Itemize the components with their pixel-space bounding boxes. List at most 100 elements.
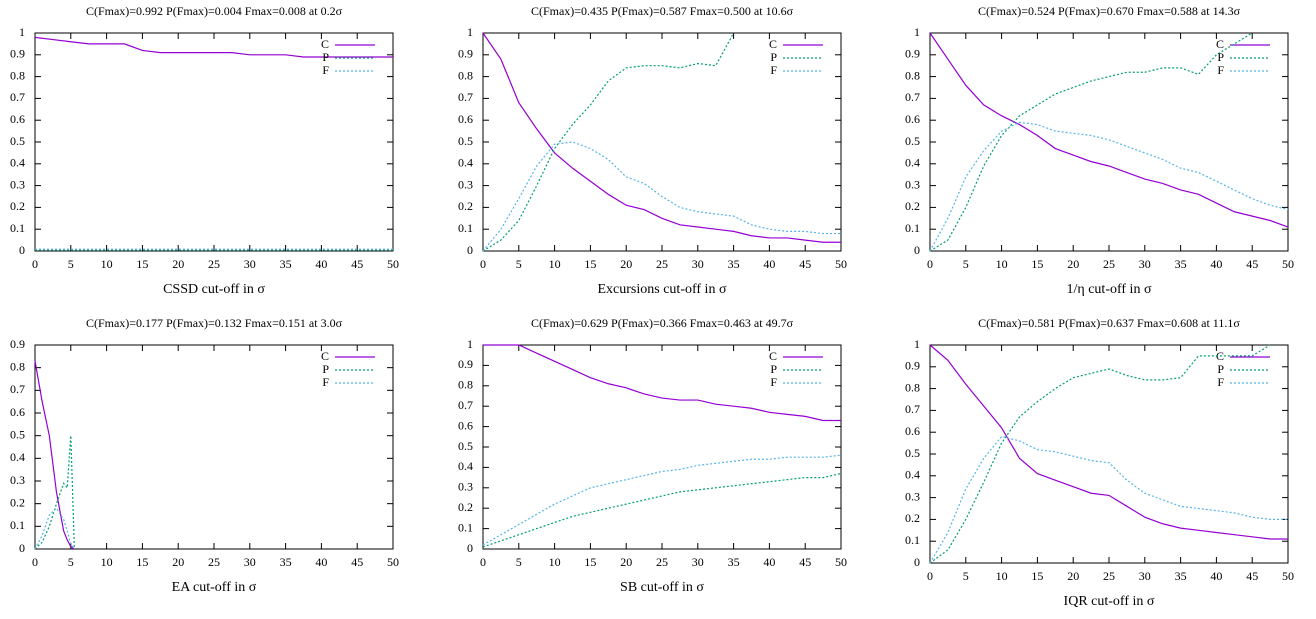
x-tick-label: 5 [963,257,969,271]
y-tick-label: 0.9 [458,357,473,371]
y-tick-label: 0.1 [10,518,25,532]
chart-title: C(Fmax)=0.629 P(Fmax)=0.366 Fmax=0.463 a… [531,316,794,330]
y-tick-label: 0.2 [10,199,25,213]
plot-frame [929,344,1289,564]
x-tick-label: 15 [136,257,148,271]
legend-label: F [770,375,777,389]
y-tick-label: 0.6 [905,112,920,126]
chart: C(Fmax)=0.524 P(Fmax)=0.670 Fmax=0.588 a… [905,4,1294,297]
x-tick-label: 5 [963,569,969,583]
y-tick-label: 0.7 [905,402,920,416]
legend-label: C [769,349,777,363]
y-tick-label: 1 [914,25,920,39]
x-tick-label: 5 [68,555,74,569]
x-tick-label: 20 [172,555,184,569]
x-tick-label: 45 [799,257,811,271]
legend-label: C [321,349,329,363]
x-tick-label: 0 [927,569,933,583]
x-tick-label: 15 [136,555,148,569]
y-tick-label: 0.7 [458,90,473,104]
chart-title: C(Fmax)=0.177 P(Fmax)=0.132 Fmax=0.151 a… [86,316,343,330]
x-tick-label: 10 [101,555,113,569]
y-tick-label: 0.5 [905,446,920,460]
chart: C(Fmax)=0.629 P(Fmax)=0.366 Fmax=0.463 a… [458,316,847,595]
x-tick-label: 25 [208,555,220,569]
x-tick-label: 10 [996,569,1008,583]
x-tick-label: 30 [244,555,256,569]
x-tick-label: 30 [244,257,256,271]
y-tick-label: 0.4 [458,156,473,170]
series-line [34,360,75,550]
x-tick-label: 15 [1031,257,1043,271]
legend-label: F [1217,375,1224,389]
y-tick-label: 0.6 [905,424,920,438]
y-tick-label: 0.2 [10,495,25,509]
x-tick-label: 35 [728,555,740,569]
y-tick-label: 0.6 [10,112,25,126]
x-tick-label: 35 [728,257,740,271]
x-tick-label: 30 [1139,569,1151,583]
y-tick-label: 0.8 [10,68,25,82]
y-tick-label: 0.6 [458,418,473,432]
y-tick-label: 0.3 [10,473,25,487]
x-axis-label: EA cut-off in σ [172,580,257,595]
y-tick-label: 0.8 [10,359,25,373]
x-tick-label: 20 [1067,257,1079,271]
x-tick-label: 0 [927,257,933,271]
y-tick-label: 0.4 [458,459,473,473]
y-tick-label: 0.6 [10,405,25,419]
x-tick-label: 25 [1103,257,1115,271]
x-tick-label: 0 [480,257,486,271]
x-tick-label: 20 [172,257,184,271]
legend-label: C [1216,37,1224,51]
legend-label: C [321,37,329,51]
x-axis-label: 1/η cut-off in σ [1067,282,1152,297]
y-tick-label: 0.3 [905,489,920,503]
x-tick-label: 5 [68,257,74,271]
x-tick-label: 45 [799,555,811,569]
legend-label: C [769,37,777,51]
y-tick-label: 0.3 [458,480,473,494]
y-tick-label: 0 [914,555,920,569]
x-tick-label: 35 [1175,257,1187,271]
x-tick-label: 0 [480,555,486,569]
series-line [929,32,1253,252]
y-tick-label: 1 [467,337,473,351]
legend-label: P [770,362,777,376]
legend-label: P [322,50,329,64]
x-tick-label: 20 [1067,569,1079,583]
x-tick-label: 10 [101,257,113,271]
y-tick-label: 0.7 [10,382,25,396]
series-line [929,344,1288,540]
series-line [929,121,1289,252]
x-tick-label: 50 [835,555,847,569]
chart: C(Fmax)=0.435 P(Fmax)=0.587 Fmax=0.500 a… [458,4,847,297]
x-tick-label: 35 [280,257,292,271]
x-tick-label: 0 [32,555,38,569]
x-axis-label: SB cut-off in σ [620,580,704,595]
x-tick-label: 45 [1246,569,1258,583]
y-tick-label: 0.5 [458,134,473,148]
chart-title: C(Fmax)=0.524 P(Fmax)=0.670 Fmax=0.588 a… [978,4,1241,18]
x-tick-label: 30 [1139,257,1151,271]
x-tick-label: 50 [387,555,399,569]
y-tick-label: 0.4 [905,468,920,482]
y-tick-label: 0.5 [10,427,25,441]
y-tick-label: 0.9 [10,337,25,351]
chart: C(Fmax)=0.581 P(Fmax)=0.637 Fmax=0.608 a… [905,316,1294,609]
plot-frame [34,32,394,252]
x-tick-label: 35 [1175,569,1187,583]
y-tick-label: 0.9 [905,47,920,61]
y-tick-label: 0.7 [10,90,25,104]
x-tick-label: 30 [692,555,704,569]
series-line [34,507,75,550]
series-line [929,344,1271,564]
legend-label: F [322,63,329,77]
y-tick-label: 0.8 [458,378,473,392]
chart: C(Fmax)=0.992 P(Fmax)=0.004 Fmax=0.008 a… [10,4,399,297]
y-tick-label: 0 [467,541,473,555]
series-line [482,32,735,252]
y-tick-label: 0 [914,243,920,257]
series-line [482,32,841,243]
y-tick-label: 0.2 [905,511,920,525]
